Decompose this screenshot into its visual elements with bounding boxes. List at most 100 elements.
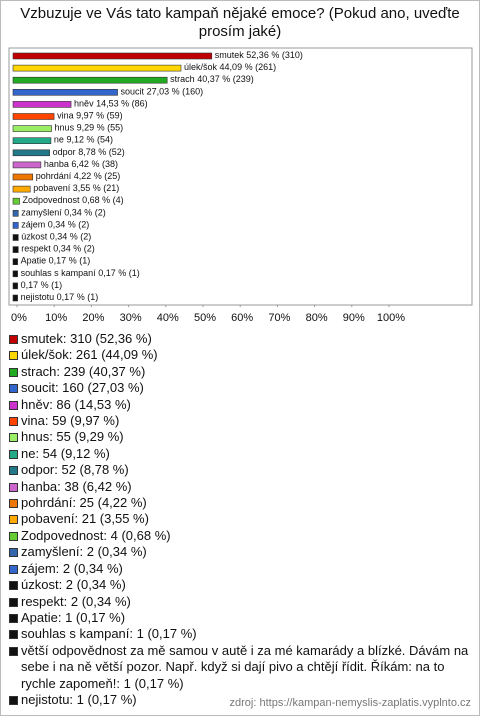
legend-swatch bbox=[9, 597, 18, 607]
bar bbox=[12, 52, 213, 60]
value-label: 0,17 % (1) bbox=[57, 292, 99, 302]
legend-item: vina: 59 (9,97 %) bbox=[9, 413, 471, 429]
legend-swatch bbox=[9, 384, 18, 394]
chart-title: Vzbuzuje ve Vás tato kampaň nějaké emoce… bbox=[20, 5, 460, 40]
x-tick-label: 90% bbox=[343, 312, 365, 324]
x-tick-label: 80% bbox=[306, 312, 328, 324]
bar-label: odpor 8,78 % (52) bbox=[53, 147, 125, 157]
bar-label: vina 9,97 % (59) bbox=[57, 111, 123, 121]
legend-label: strach: 239 (40,37 %) bbox=[21, 363, 146, 379]
bar bbox=[12, 125, 52, 132]
legend-swatch bbox=[9, 695, 18, 705]
bar bbox=[12, 89, 118, 96]
x-tick-label: 30% bbox=[120, 312, 142, 324]
legend-label: hnus: 55 (9,29 %) bbox=[21, 429, 124, 445]
bar-category: zájem bbox=[21, 220, 45, 230]
bar-label: 0,17 % (1) bbox=[21, 280, 63, 290]
bar-label: smutek 52,36 % (310) bbox=[215, 50, 303, 60]
bar bbox=[12, 64, 182, 72]
bar-category: hanba bbox=[44, 159, 69, 169]
bar-label: respekt 0,34 % (2) bbox=[21, 244, 95, 254]
x-tick-label: 60% bbox=[231, 312, 253, 324]
bar-label: zájem 0,34 % (2) bbox=[21, 220, 89, 230]
legend-label: odpor: 52 (8,78 %) bbox=[21, 462, 129, 478]
legend-label: hanba: 38 (6,42 %) bbox=[21, 478, 132, 494]
legend-item: větší odpovědnost za mě samou v autě i z… bbox=[9, 643, 471, 692]
legend-swatch bbox=[9, 646, 18, 656]
legend-item: pobavení: 21 (3,55 %) bbox=[9, 511, 471, 527]
legend-swatch bbox=[9, 548, 18, 558]
value-label: 14,53 % (86) bbox=[96, 99, 148, 109]
legend-swatch bbox=[9, 351, 18, 361]
bar bbox=[12, 173, 33, 181]
bar-category: vina bbox=[57, 111, 74, 121]
legend-label: respekt: 2 (0,34 %) bbox=[21, 593, 131, 609]
legend-label: hněv: 86 (14,53 %) bbox=[21, 396, 131, 412]
legend-item: úzkost: 2 (0,34 %) bbox=[9, 577, 471, 593]
bar-label: soucit 27,03 % (160) bbox=[121, 87, 204, 97]
legend-item: Apatie: 1 (0,17 %) bbox=[9, 610, 471, 626]
legend-label: úzkost: 2 (0,34 %) bbox=[21, 577, 126, 593]
legend-label: Zodpovednost: 4 (0,68 %) bbox=[21, 527, 171, 543]
value-label: 0,17 % (1) bbox=[49, 256, 91, 266]
legend: smutek: 310 (52,36 %) úlek/šok: 261 (44,0… bbox=[9, 331, 471, 708]
legend-swatch bbox=[9, 400, 18, 410]
value-label: 0,34 % (2) bbox=[48, 220, 90, 230]
legend-swatch bbox=[9, 581, 18, 591]
bar-category: úlek/šok bbox=[184, 62, 218, 72]
x-tick-label: 10% bbox=[45, 312, 67, 324]
legend-item: hanba: 38 (6,42 %) bbox=[9, 479, 471, 495]
legend-item: souhlas s kampaní: 1 (0,17 %) bbox=[9, 626, 471, 642]
bar-label: nejistotu 0,17 % (1) bbox=[21, 292, 99, 302]
bar bbox=[12, 101, 72, 108]
bar-label: Apatie 0,17 % (1) bbox=[21, 256, 91, 266]
bar bbox=[12, 258, 18, 266]
bar-category: zamyšlení bbox=[21, 208, 62, 218]
legend-swatch bbox=[9, 417, 18, 427]
value-label: 40,37 % (239) bbox=[197, 75, 254, 85]
value-label: 44,09 % (261) bbox=[220, 62, 277, 72]
bar bbox=[12, 161, 42, 169]
value-label: 8,78 % (52) bbox=[78, 147, 125, 157]
bar-label: úlek/šok 44,09 % (261) bbox=[184, 62, 276, 72]
value-label: 0,34 % (2) bbox=[50, 232, 92, 242]
legend-swatch bbox=[9, 367, 18, 377]
value-label: 27,03 % (160) bbox=[147, 87, 204, 97]
bar-label: pobavení 3,55 % (21) bbox=[33, 183, 119, 193]
bar-label: souhlas s kampaní 0,17 % (1) bbox=[21, 268, 140, 278]
legend-label: zájem: 2 (0,34 %) bbox=[21, 560, 123, 576]
legend-label: Apatie: 1 (0,17 %) bbox=[21, 609, 126, 625]
bar-label: hnus 9,29 % (55) bbox=[55, 123, 124, 133]
bar bbox=[12, 76, 168, 84]
bar-category: smutek bbox=[215, 50, 245, 60]
legend-item: nejistotu: 1 (0,17 %) bbox=[9, 692, 471, 708]
legend-label: vina: 59 (9,97 %) bbox=[21, 413, 120, 429]
value-label: 6,42 % (38) bbox=[71, 159, 118, 169]
legend-label: zamyšlení: 2 (0,34 %) bbox=[21, 544, 147, 560]
legend-item: hnus: 55 (9,29 %) bbox=[9, 429, 471, 445]
legend-label: pobavení: 21 (3,55 %) bbox=[21, 511, 149, 527]
value-label: 0,68 % (4) bbox=[82, 196, 124, 206]
value-label: 9,29 % (55) bbox=[77, 123, 124, 133]
source: zdroj: https://kampan-nemyslis-zaplatis.… bbox=[229, 697, 471, 709]
bar bbox=[12, 197, 20, 205]
legend-label: úlek/šok: 261 (44,09 %) bbox=[21, 347, 158, 363]
bar-category: strach bbox=[170, 75, 195, 85]
bar-label: ne 9,12 % (54) bbox=[54, 135, 113, 145]
x-tick-label: 100% bbox=[377, 312, 405, 324]
legend-swatch bbox=[9, 564, 18, 574]
bar-category: úzkost bbox=[21, 232, 48, 242]
value-label: 0,17 % (1) bbox=[21, 280, 63, 290]
legend-label: ne: 54 (9,12 %) bbox=[21, 445, 110, 461]
bar bbox=[12, 270, 18, 278]
bar-category: nejistotu bbox=[21, 292, 55, 302]
bar-label: pohrdání 4,22 % (25) bbox=[36, 171, 121, 181]
bar-label: strach 40,37 % (239) bbox=[170, 75, 254, 85]
value-label: 3,55 % (21) bbox=[73, 183, 120, 193]
legend-swatch bbox=[9, 531, 18, 541]
value-label: 4,22 % (25) bbox=[74, 171, 121, 181]
bar bbox=[12, 149, 50, 157]
legend-item: soucit: 160 (27,03 %) bbox=[9, 380, 471, 396]
legend-label: smutek: 310 (52,36 %) bbox=[21, 331, 152, 346]
